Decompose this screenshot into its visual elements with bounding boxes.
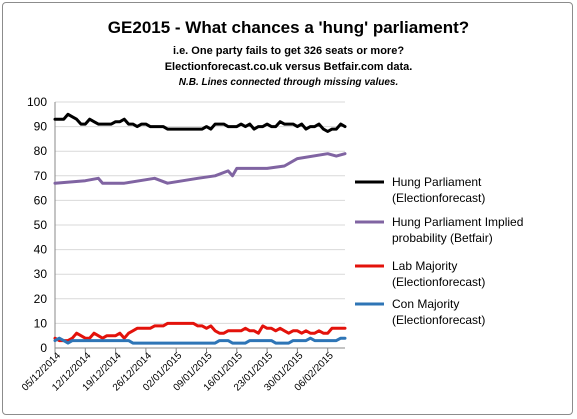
chart-subtitle-3: N.B. Lines connected through missing val…: [178, 77, 399, 88]
y-tick-label: 10: [34, 316, 48, 330]
y-tick-label: 70: [34, 169, 48, 183]
chart-subtitle-1: i.e. One party fails to get 326 seats or…: [172, 45, 405, 57]
legend-label-0: (Electionforecast): [392, 191, 485, 205]
legend-label-2: (Electionforecast): [392, 275, 485, 289]
legend-label-3: (Electionforecast): [392, 313, 485, 327]
x-axis-ticks: 05/12/201412/12/201419/12/201426/12/2014…: [20, 350, 336, 393]
y-tick-label: 0: [40, 341, 47, 355]
y-tick-label: 80: [34, 144, 48, 158]
legend-label-1: probability (Betfair): [392, 231, 493, 245]
y-tick-label: 50: [34, 218, 48, 232]
y-tick-label: 100: [27, 95, 47, 109]
legend-label-0: Hung Parliament: [392, 175, 482, 189]
series-line-1: [53, 152, 347, 185]
legend-label-3: Con Majority: [392, 297, 459, 311]
chart-frame: [2, 2, 573, 415]
gridlines: [54, 101, 345, 352]
legend-label-1: Hung Parliament Implied: [392, 215, 523, 229]
y-tick-label: 30: [34, 267, 48, 281]
y-tick-label: 60: [34, 193, 48, 207]
y-axis-ticks: 0 10 20 30 40 50 60 70 80 90 100: [27, 95, 47, 355]
chart-title: GE2015 - What chances a 'hung' parliamen…: [107, 18, 470, 37]
legend: Hung Parliament (Electionforecast) Hung Pa…: [355, 175, 523, 327]
chart-subtitle-2: Electionforecast.co.uk versus Betfair.co…: [164, 61, 413, 73]
legend-label-2: Lab Majority: [392, 259, 457, 273]
y-tick-label: 40: [34, 243, 48, 257]
series-group: [53, 112, 347, 345]
series-line-0: [53, 112, 347, 133]
series-line-2: [53, 321, 347, 343]
y-tick-label: 20: [34, 292, 48, 306]
y-tick-label: 90: [34, 120, 48, 134]
series-line-3: [53, 336, 347, 345]
